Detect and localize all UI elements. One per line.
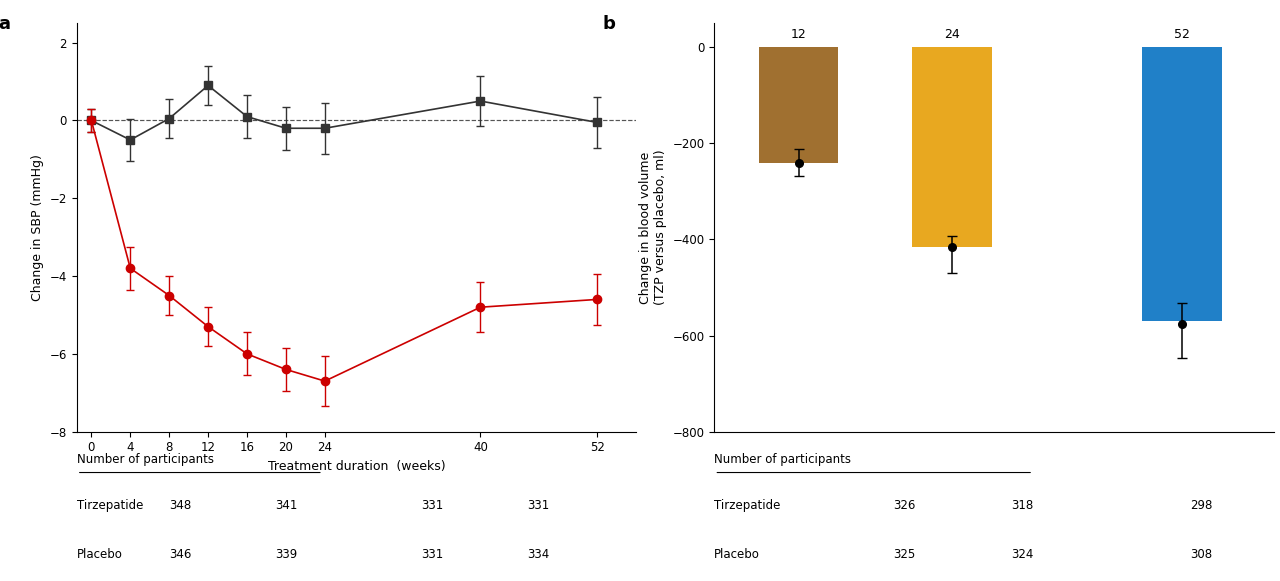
Text: 339: 339 [275,548,298,561]
Text: 52: 52 [1174,28,1189,41]
Text: b: b [603,15,616,33]
Y-axis label: Change in SBP (mmHg): Change in SBP (mmHg) [31,154,44,301]
Text: 331: 331 [527,499,549,512]
Text: Number of participants: Number of participants [714,453,851,466]
Text: 334: 334 [527,548,549,561]
Text: 331: 331 [421,499,443,512]
Bar [759,47,838,163]
Text: 331: 331 [421,548,443,561]
Text: 346: 346 [169,548,192,561]
Text: 341: 341 [275,499,298,512]
Text: Placebo: Placebo [77,548,123,561]
Text: 324: 324 [1011,548,1033,561]
Text: 326: 326 [893,499,915,512]
Bar [1142,47,1221,321]
Bar [913,47,992,247]
X-axis label: Treatment duration  (weeks): Treatment duration (weeks) [268,460,445,473]
Text: 325: 325 [893,548,915,561]
Text: 12: 12 [791,28,806,41]
Text: 318: 318 [1011,499,1033,512]
Text: 24: 24 [943,28,960,41]
Y-axis label: Change in blood volume
(TZP versus placebo, ml): Change in blood volume (TZP versus place… [639,150,667,305]
Text: Number of participants: Number of participants [77,453,214,466]
Text: Tirzepatide: Tirzepatide [714,499,781,512]
Legend: Tirzepatide, Placebo: Tirzepatide, Placebo [248,0,465,3]
Text: Placebo: Placebo [714,548,760,561]
Text: Tirzepatide: Tirzepatide [77,499,143,512]
Text: 298: 298 [1189,499,1212,512]
Text: 308: 308 [1190,548,1212,561]
Text: 348: 348 [169,499,192,512]
Text: a: a [0,15,10,33]
